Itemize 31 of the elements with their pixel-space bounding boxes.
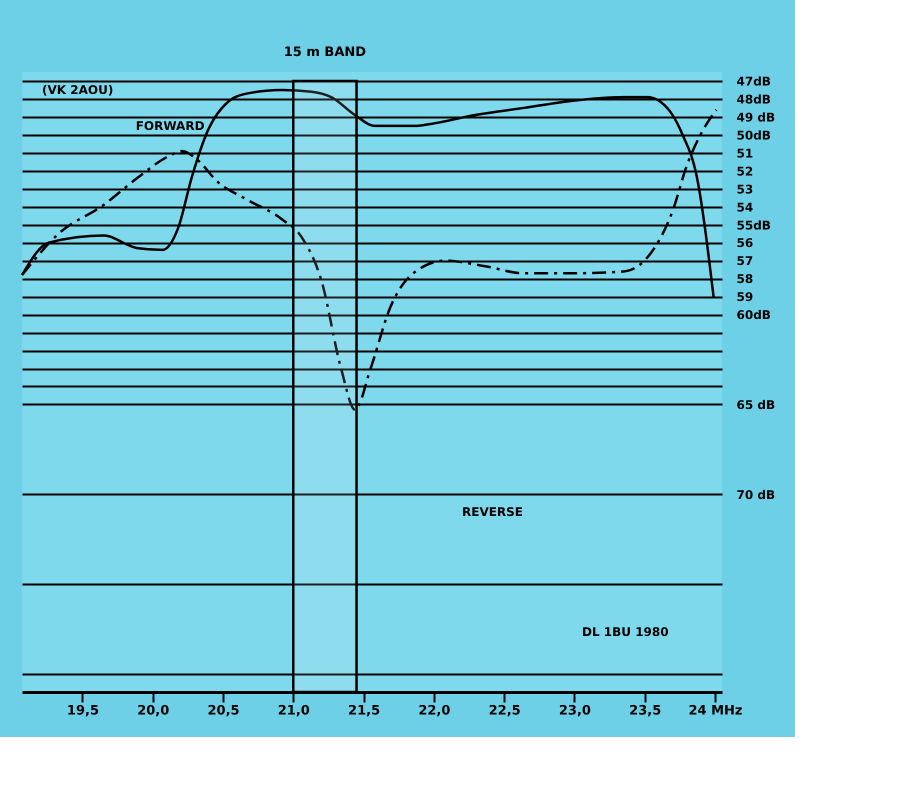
x-tick-label: 20,0	[137, 704, 170, 718]
y-tick-label: 58	[736, 272, 754, 286]
y-tick-label: 50dB	[736, 128, 771, 142]
x-tick-label: 21,0	[278, 704, 310, 718]
y-tick-label: 47dB	[736, 74, 771, 88]
y-tick-label: 65 dB	[736, 398, 776, 412]
annotation: FORWARD	[136, 118, 205, 133]
y-tick-label: 53	[736, 182, 754, 196]
x-tick-label: 24 MHz	[688, 704, 742, 718]
annotation: REVERSE	[462, 505, 524, 519]
y-tick-label: 51	[736, 146, 754, 160]
x-tick-label: 21,5	[348, 704, 380, 718]
y-tick-label: 48dB	[736, 92, 771, 106]
x-tick-label: 22,0	[418, 704, 450, 718]
annotation: (VK 2AOU)	[42, 83, 114, 97]
x-tick-label: 23,5	[629, 704, 662, 718]
x-tick-label: 19,5	[66, 704, 99, 718]
x-tick-label: 23,0	[558, 704, 591, 718]
y-tick-label: 55dB	[736, 218, 771, 232]
y-tick-label: 60dB	[736, 308, 771, 322]
y-tick-label: 57	[736, 254, 754, 268]
y-tick-label: 49 dB	[736, 110, 776, 124]
y-tick-label: 52	[736, 164, 754, 178]
band-label: 15 m BAND	[284, 44, 366, 60]
y-tick-label: 54	[736, 200, 754, 214]
x-tick-label: 20,5	[207, 704, 240, 718]
y-tick-label: 70 dB	[736, 488, 776, 502]
x-tick-label: 22,5	[488, 704, 521, 718]
y-tick-label: 56	[736, 236, 754, 250]
y-tick-label: 59	[736, 290, 754, 304]
annotation: DL 1BU 1980	[582, 625, 669, 639]
